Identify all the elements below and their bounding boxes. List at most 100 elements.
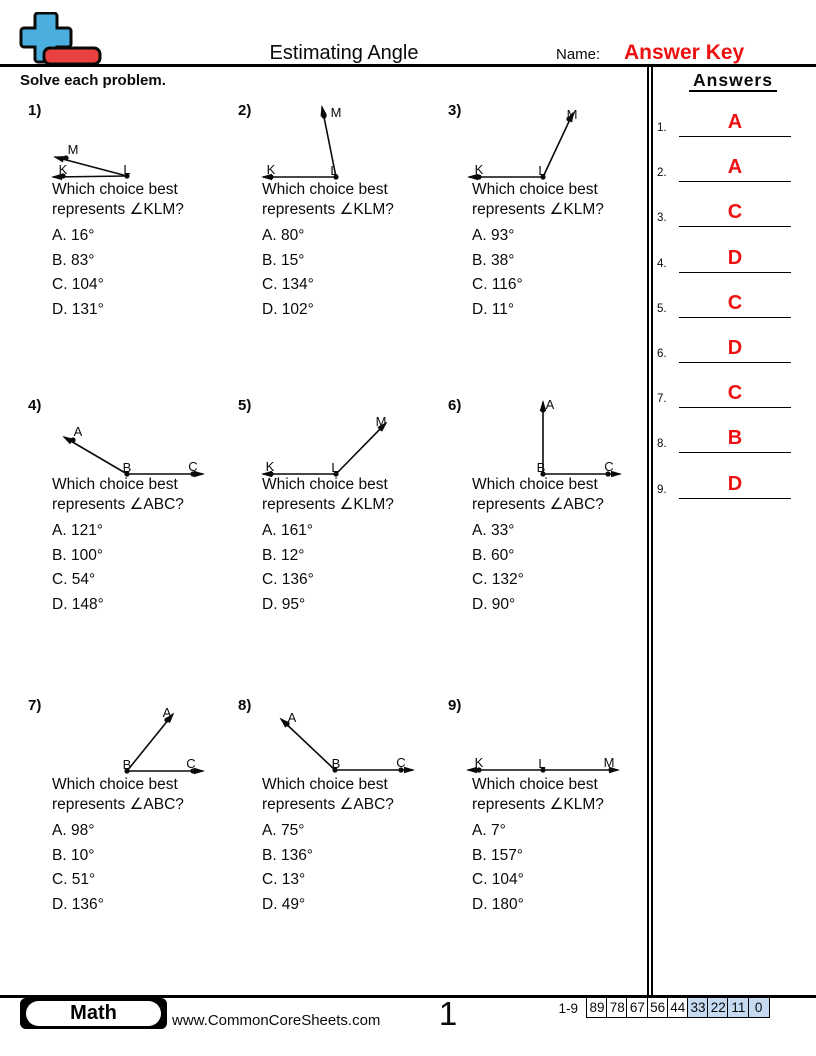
commoncoresheets-logo <box>19 12 102 66</box>
question-text: Which choice best represents ∠KLM? <box>472 775 604 815</box>
angle-diagram: KML <box>467 107 577 181</box>
subject-badge-label: Math <box>26 1001 161 1026</box>
problem-cell: 4) C A B Which choice best represents ∠ABC… <box>25 395 230 687</box>
choice-c: C. 104° <box>472 871 524 889</box>
angle-diagram: C A B <box>279 710 415 774</box>
score-cell: 56 <box>646 997 669 1018</box>
point-dot <box>476 174 482 180</box>
problem-cell: 9) K M L Which choice best represents ∠KLM… <box>445 695 650 987</box>
point-label: M <box>376 414 387 429</box>
question-line2: represents ∠ABC? <box>472 496 604 513</box>
arrowhead-icon <box>404 766 415 774</box>
point-dot <box>60 173 66 179</box>
choice-d: D. 90° <box>472 595 516 613</box>
vertex-dot <box>332 767 338 773</box>
answer-number: 3. <box>657 212 667 225</box>
answer-blank-line <box>679 226 791 228</box>
choices-list: A. 7° B. 157° C. 104° D. 180° <box>472 819 524 917</box>
score-cell: 44 <box>666 997 689 1018</box>
question-line1: Which choice best <box>262 476 388 493</box>
arrowhead-icon <box>320 105 328 117</box>
choice-d: D. 11° <box>472 300 515 318</box>
choice-a: A. 80° <box>262 227 305 244</box>
score-cell: 89 <box>586 997 608 1018</box>
angle-diagram: C A B <box>123 705 205 775</box>
choice-b: B. 83° <box>52 251 95 269</box>
point-dot <box>70 437 76 443</box>
question-line2: represents ∠ABC? <box>262 796 394 813</box>
score-cell: 22 <box>707 997 730 1018</box>
answers-column-divider <box>647 66 653 995</box>
choice-b: B. 12° <box>262 546 305 564</box>
question-line2: represents ∠ABC? <box>52 796 184 813</box>
arrowhead-icon <box>467 173 478 181</box>
answer-row: 9. D <box>657 469 793 499</box>
question-line2: represents ∠KLM? <box>52 201 184 218</box>
problem-cell: 5) K M L Which choice best represents ∠KLM… <box>235 395 440 687</box>
score-strip: 89 78 67 56 44 33 22 11 0 <box>586 997 770 1018</box>
choice-a: A. 121° <box>52 522 104 539</box>
choice-a: A. 161° <box>262 522 314 539</box>
answer-row: 7. C <box>657 378 793 409</box>
choices-list: A. 80° B. 15° C. 134° D. 102° <box>262 224 314 322</box>
vertex-label: B <box>332 756 341 771</box>
score-cell: 11 <box>727 997 750 1018</box>
answers-title: Answers <box>660 70 806 92</box>
answer-letter: C <box>727 291 743 314</box>
choice-a: A. 98° <box>52 822 95 839</box>
choice-c: C. 104° <box>52 276 104 294</box>
choices-list: A. 161° B. 12° C. 136° D. 95° <box>262 519 314 617</box>
choices-list: A. 33° B. 60° C. 132° D. 90° <box>472 519 524 617</box>
answer-blank-line <box>679 271 791 273</box>
angle-diagram: C A B <box>62 424 205 478</box>
point-label: C <box>186 756 195 771</box>
question-text: Which choice best represents ∠KLM? <box>52 180 184 220</box>
question-line2: represents ∠KLM? <box>262 496 394 513</box>
angle-diagram: KML <box>51 142 131 181</box>
point-dot <box>608 767 614 773</box>
vertex-dot <box>124 768 130 774</box>
score-range-label: 1-9 <box>558 1001 578 1016</box>
arrowhead-icon <box>51 173 63 181</box>
problem-cell: 3) K M L Which choice best represents ∠KLM… <box>445 100 650 392</box>
choice-c: C. 13° <box>262 871 306 889</box>
point-label: C <box>604 459 613 474</box>
choice-c: C. 54° <box>52 571 96 589</box>
choice-d: D. 180° <box>472 895 524 913</box>
vertex-dot <box>540 471 546 477</box>
choice-d: D. 131° <box>52 300 104 318</box>
minus-bar-icon <box>42 46 102 66</box>
point-label: K <box>475 755 484 770</box>
question-line1: Which choice best <box>52 776 178 793</box>
point-label: M <box>331 105 342 120</box>
header-divider <box>0 64 816 67</box>
name-label: Name: <box>556 46 601 63</box>
answer-letter: A <box>727 111 743 133</box>
point-label: K <box>267 162 276 177</box>
choice-b: B. 15° <box>262 251 305 269</box>
question-text: Which choice best represents ∠KLM? <box>472 180 604 220</box>
angle-diagram: A C B <box>537 397 622 478</box>
worksheet-title: Estimating Angle <box>269 42 419 64</box>
angle-diagram: KML <box>261 414 388 478</box>
ray-line <box>335 422 387 475</box>
vertex-label: B <box>123 757 132 772</box>
question-text: Which choice best represents ∠ABC? <box>52 475 184 515</box>
arrowhead-icon <box>62 435 74 445</box>
point-label: A <box>163 705 172 720</box>
choice-b: B. 157° <box>472 846 524 864</box>
subject-badge: Math <box>20 998 167 1029</box>
point-dot <box>268 471 274 477</box>
choice-a: A. 16° <box>52 227 95 244</box>
answer-number: 1. <box>657 122 667 134</box>
answer-key-text: Answer Key <box>624 41 745 64</box>
point-label: C <box>188 459 197 474</box>
question-text: Which choice best represents ∠ABC? <box>262 775 394 815</box>
choices-list: A. 121° B. 100° C. 54° D. 148° <box>52 519 104 617</box>
point-dot <box>190 471 196 477</box>
answers-title-label: Answers <box>689 70 777 92</box>
point-label: A <box>74 424 83 439</box>
answer-row: 2. A <box>657 152 793 183</box>
point-dot <box>476 767 482 773</box>
